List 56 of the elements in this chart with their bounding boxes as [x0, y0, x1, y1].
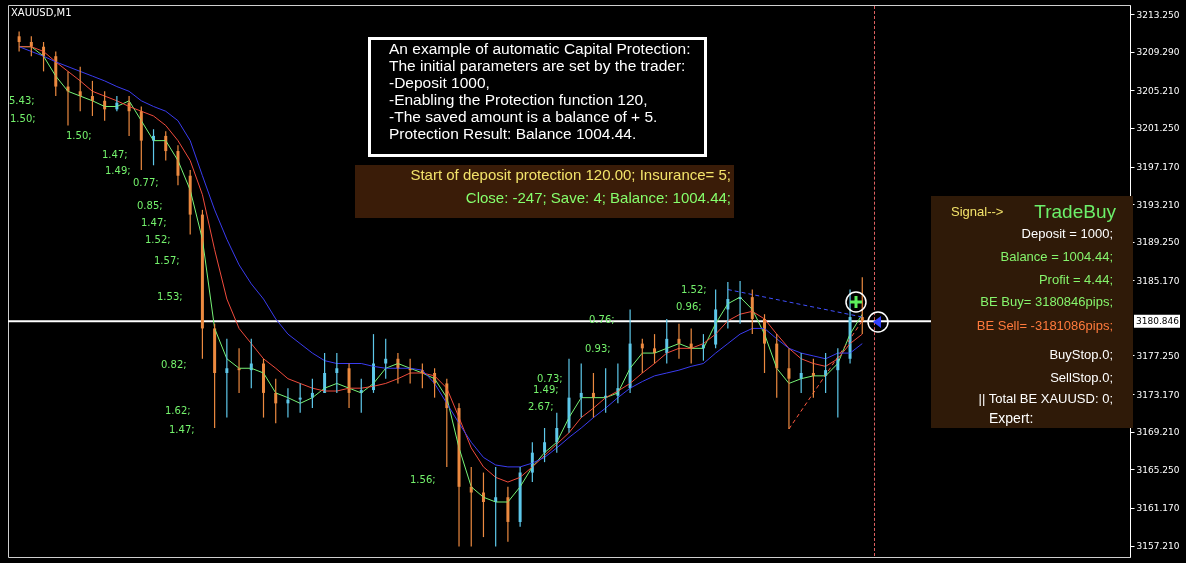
annotation: BuyStop.0; [1049, 346, 1113, 362]
annotation: 1.47; [102, 148, 128, 160]
annotation: An example of automatic Capital Protection: [389, 40, 691, 58]
y-tick-label: 3157.210 [1136, 541, 1180, 552]
annotation: SellStop.0; [1050, 369, 1113, 385]
annotation: TradeBuy [1034, 200, 1116, 222]
ref-line-label: 3180.846 [1136, 316, 1180, 327]
annotation: Signal--> [951, 203, 1004, 219]
annotation: Deposit = 1000; [1021, 225, 1113, 241]
annotation: BE Buy= 3180846pips; [980, 293, 1113, 309]
annotation: Balance = 1004.44; [1000, 248, 1113, 264]
y-tick-label: 3169.210 [1136, 427, 1180, 438]
annotation: 1.57; [154, 254, 180, 266]
annotation: 1.47; [169, 423, 195, 435]
y-tick-label: 3173.170 [1136, 389, 1180, 400]
annotation: -Deposit 1000, [389, 74, 490, 92]
annotation: Protection Result: Balance 1004.44. [389, 125, 637, 143]
annotation: 0.96; [676, 300, 702, 312]
y-tick-label: 3193.210 [1136, 199, 1180, 210]
y-tick-label: 3161.170 [1136, 503, 1180, 514]
y-tick-label: 3185.170 [1136, 275, 1180, 286]
y-tick-label: 3165.250 [1136, 464, 1180, 475]
y-tick-label: 3197.170 [1136, 162, 1180, 173]
annotation: 1.47; [141, 216, 167, 228]
annotation: 0.85; [137, 199, 163, 211]
annotation: 1.53; [157, 290, 183, 302]
y-tick-label: 3201.250 [1136, 123, 1180, 134]
annotation: 0.73; [537, 372, 563, 384]
annotation: 0.77; [133, 176, 159, 188]
annotation: 0.82; [161, 358, 187, 370]
y-tick-label: 3177.250 [1136, 350, 1180, 361]
annotation: 1.56; [410, 473, 436, 485]
annotation: 1.49; [533, 383, 559, 395]
y-tick-label: 3209.290 [1136, 47, 1180, 58]
annotation: Expert: [989, 410, 1034, 427]
annotation: 5.43; [9, 94, 35, 106]
annotation: 1.52; [145, 233, 171, 245]
annotation: 1.50; [10, 112, 36, 124]
y-tick-label: 3213.250 [1136, 9, 1180, 20]
annotation: 0.93; [585, 342, 611, 354]
annotation: 1.52; [681, 283, 707, 295]
annotation: -Enabling the Protection function 120, [389, 91, 648, 109]
annotation: BE Sell= -3181086pips; [976, 317, 1113, 333]
chart-title: XAUUSD,M1 [11, 7, 72, 18]
annotation: 1.49; [105, 164, 131, 176]
annotation: || Total BE XAUUSD: 0; [978, 390, 1113, 406]
annotation: 1.50; [66, 129, 92, 141]
annotation: Start of deposit protection 120.00; Insurance= 5; [410, 165, 731, 183]
annotation: Close: -247; Save: 4; Balance: 1004.44; [465, 188, 731, 206]
annotation: -The saved amount is a balance of + 5. [389, 108, 658, 126]
annotation: 2.67; [528, 400, 554, 412]
annotation: The initial parameters are set by the trader: [389, 57, 686, 75]
y-tick-label: 3189.250 [1136, 237, 1180, 248]
annotation: 1.62; [165, 404, 191, 416]
annotation: Profit = 4.44; [1038, 271, 1113, 287]
y-tick-label: 3205.210 [1136, 85, 1180, 96]
